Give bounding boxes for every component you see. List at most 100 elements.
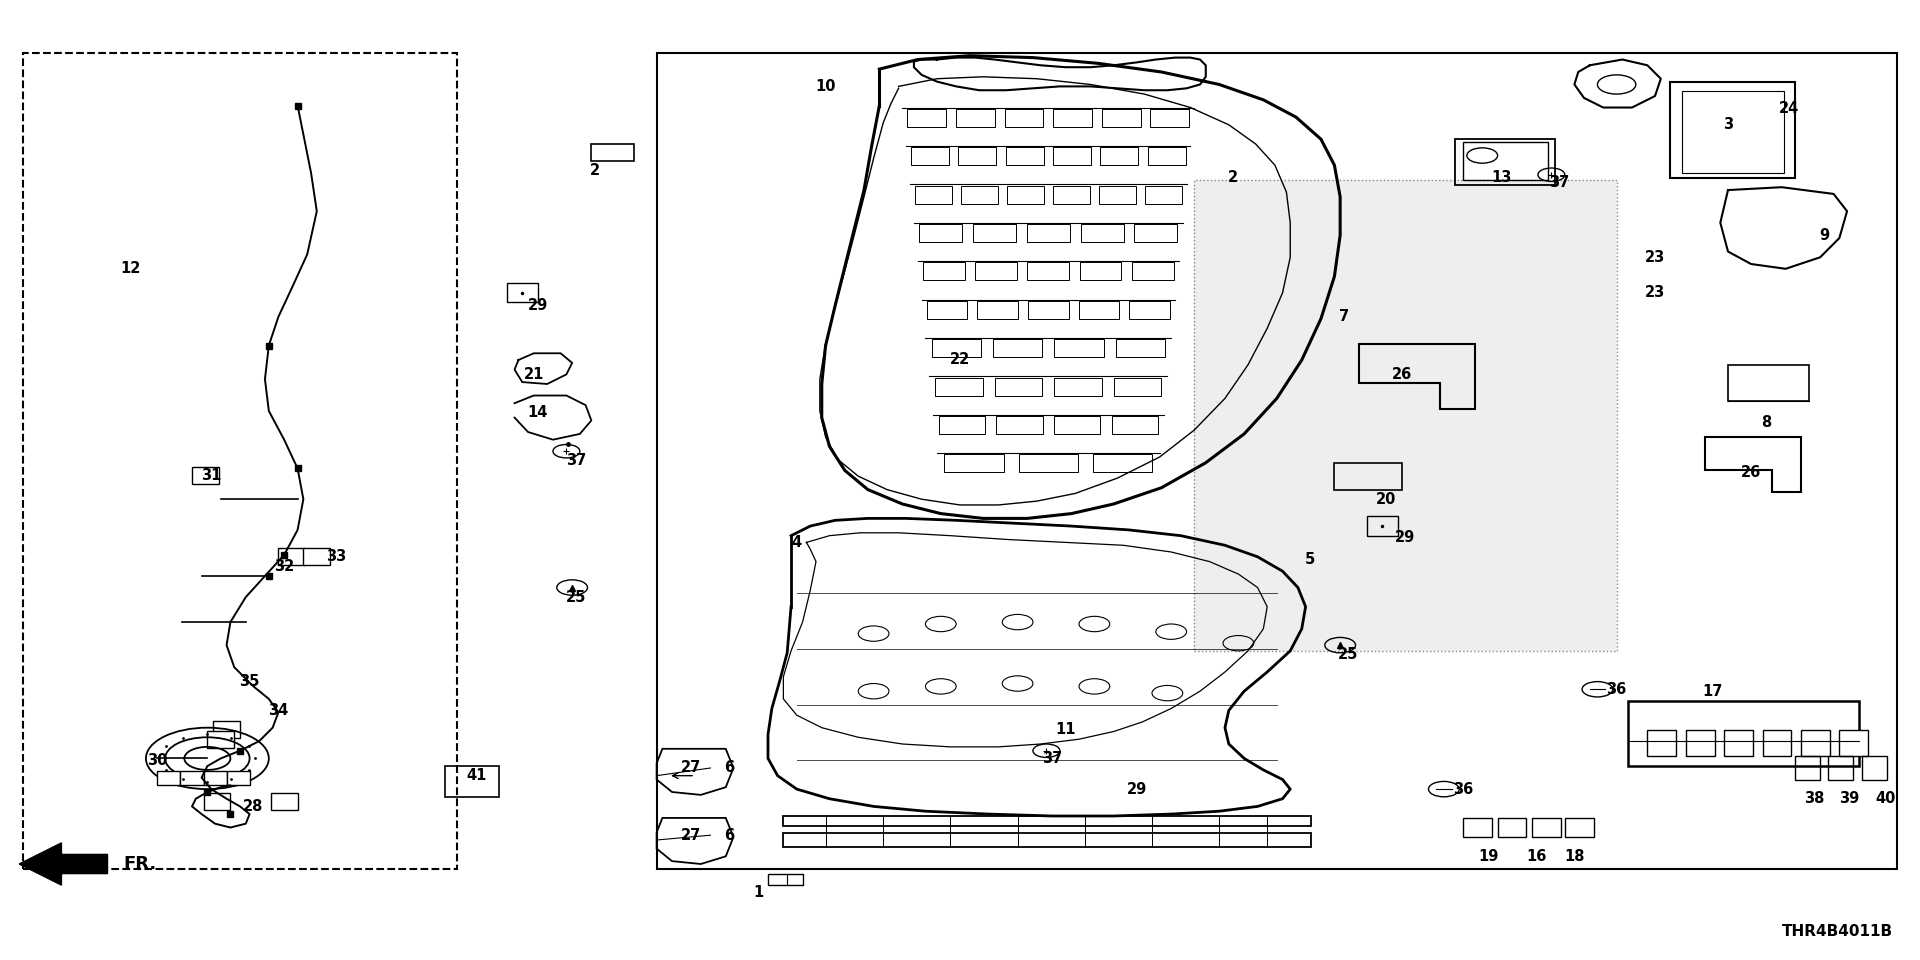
Bar — [1027, 224, 1069, 242]
Text: 22: 22 — [950, 352, 970, 368]
Bar — [1647, 730, 1676, 756]
Bar — [1054, 339, 1104, 357]
Text: 11: 11 — [1056, 722, 1075, 737]
Bar — [939, 416, 985, 434]
Text: 29: 29 — [1127, 781, 1146, 797]
Bar — [1052, 185, 1091, 204]
Bar — [993, 339, 1043, 357]
Bar — [935, 377, 983, 396]
Bar — [207, 731, 234, 748]
Text: 6: 6 — [724, 760, 735, 776]
Text: 2: 2 — [589, 163, 601, 179]
Bar — [303, 548, 330, 565]
Bar — [1098, 185, 1137, 204]
Text: 25: 25 — [566, 589, 586, 605]
Bar — [1801, 730, 1830, 756]
Text: 10: 10 — [816, 79, 835, 94]
Bar — [1054, 108, 1092, 127]
Bar — [1144, 185, 1183, 204]
Text: 23: 23 — [1645, 285, 1665, 300]
Bar — [1862, 756, 1887, 780]
Bar — [1006, 185, 1044, 204]
Bar — [996, 416, 1043, 434]
Bar — [931, 339, 981, 357]
Bar — [945, 454, 1004, 472]
Bar — [783, 833, 1311, 847]
Bar — [956, 108, 995, 127]
Bar — [204, 771, 227, 785]
Bar — [1052, 147, 1091, 165]
Text: 40: 40 — [1876, 791, 1895, 806]
Bar — [1463, 142, 1548, 180]
Bar — [1670, 82, 1795, 178]
Bar — [204, 793, 230, 810]
Bar — [1081, 224, 1123, 242]
Bar — [1628, 701, 1859, 766]
Text: 17: 17 — [1703, 684, 1722, 699]
Text: 28: 28 — [244, 799, 263, 814]
Bar — [973, 224, 1016, 242]
Text: 35: 35 — [240, 674, 259, 689]
Text: 20: 20 — [1377, 492, 1396, 507]
Text: 32: 32 — [275, 559, 294, 574]
Text: 39: 39 — [1839, 791, 1859, 806]
Text: 18: 18 — [1565, 849, 1584, 864]
Bar — [1054, 416, 1100, 434]
Bar — [1498, 818, 1526, 837]
Bar — [908, 108, 947, 127]
Bar — [192, 467, 219, 484]
Bar — [1565, 818, 1594, 837]
Bar — [1079, 300, 1119, 319]
Bar — [1682, 91, 1784, 173]
Text: 12: 12 — [121, 261, 140, 276]
Polygon shape — [19, 843, 108, 885]
Bar — [1100, 147, 1139, 165]
Bar — [445, 766, 499, 797]
Bar — [1839, 730, 1868, 756]
Bar — [1728, 365, 1809, 401]
Text: 30: 30 — [148, 753, 167, 768]
Text: 9: 9 — [1818, 228, 1830, 243]
Bar — [657, 53, 1897, 869]
Text: 25: 25 — [1338, 647, 1357, 662]
Bar — [1102, 108, 1140, 127]
Text: 7: 7 — [1338, 309, 1350, 324]
Bar — [1112, 416, 1158, 434]
Bar — [1092, 454, 1152, 472]
Bar — [1020, 454, 1077, 472]
Bar — [1686, 730, 1715, 756]
Text: 27: 27 — [682, 828, 701, 843]
Bar — [180, 771, 204, 785]
Bar — [1133, 262, 1173, 280]
Bar — [591, 144, 634, 161]
Bar — [1148, 147, 1187, 165]
Bar — [920, 224, 962, 242]
Bar — [1135, 224, 1177, 242]
Text: 14: 14 — [528, 405, 547, 420]
Text: 2: 2 — [1227, 170, 1238, 185]
Bar — [910, 147, 948, 165]
Text: 29: 29 — [1396, 530, 1415, 545]
Bar — [975, 262, 1018, 280]
Text: 24: 24 — [1780, 101, 1799, 116]
Bar — [783, 816, 1311, 826]
Text: 37: 37 — [1549, 175, 1569, 190]
Bar — [1828, 756, 1853, 780]
Text: 37: 37 — [1043, 751, 1062, 766]
Bar — [1763, 730, 1791, 756]
Bar — [23, 53, 457, 869]
Bar — [227, 771, 250, 785]
Text: FR.: FR. — [123, 855, 156, 873]
Bar — [1129, 300, 1169, 319]
Bar — [924, 262, 964, 280]
Text: 41: 41 — [467, 768, 486, 783]
Bar — [213, 721, 240, 738]
Text: 26: 26 — [1392, 367, 1411, 382]
Text: 19: 19 — [1478, 849, 1498, 864]
Bar — [1006, 147, 1044, 165]
Bar — [1114, 377, 1162, 396]
Text: 23: 23 — [1645, 250, 1665, 265]
Bar — [1724, 730, 1753, 756]
Bar — [927, 300, 968, 319]
Bar — [1334, 463, 1402, 490]
